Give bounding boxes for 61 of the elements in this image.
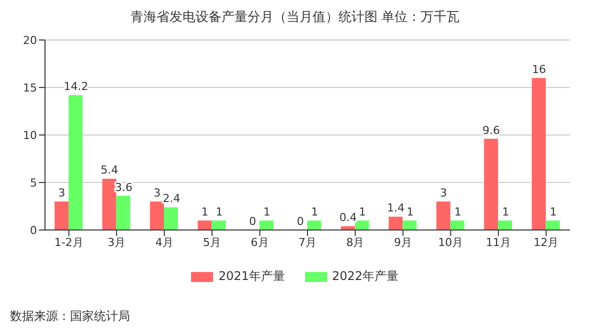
data-label: 1 xyxy=(201,206,208,218)
data-label: 1 xyxy=(358,206,366,218)
bar xyxy=(450,220,464,230)
source-note: 数据来源：国家统计局 xyxy=(10,308,130,325)
data-label: 1 xyxy=(454,206,462,218)
bar xyxy=(259,220,274,230)
data-label: 1 xyxy=(311,206,318,218)
x-tick-label: 10月 xyxy=(438,236,464,249)
data-label: 16 xyxy=(532,63,546,76)
bar xyxy=(102,178,116,230)
bar xyxy=(498,220,512,230)
data-label: 1.4 xyxy=(387,202,405,215)
bar xyxy=(340,226,355,230)
data-label: 5.4 xyxy=(100,164,118,177)
x-tick-label: 9月 xyxy=(394,236,412,249)
data-label: 1 xyxy=(263,206,270,218)
y-tick-label: 15 xyxy=(23,81,37,94)
data-label: 0 xyxy=(296,215,304,228)
y-tick-label: 10 xyxy=(23,128,37,142)
data-label: 1 xyxy=(216,206,223,218)
bar xyxy=(436,202,450,230)
x-tick-label: 3月 xyxy=(108,236,126,249)
bar xyxy=(198,220,212,230)
data-label: 0.4 xyxy=(339,211,357,224)
bar xyxy=(388,216,403,230)
bar xyxy=(354,220,369,230)
data-label: 2.4 xyxy=(162,192,180,206)
x-tick-label: 7月 xyxy=(298,236,316,249)
bar xyxy=(532,78,546,230)
data-label: 1 xyxy=(406,206,414,218)
bar xyxy=(402,220,417,230)
bar xyxy=(116,196,130,230)
bar xyxy=(68,95,83,230)
y-tick-label: 0 xyxy=(30,224,37,237)
data-label: 14.2 xyxy=(64,80,88,94)
bar xyxy=(546,220,560,230)
x-tick-label: 6月 xyxy=(250,236,269,249)
x-tick-label: 4月 xyxy=(155,236,174,249)
x-tick-label: 11月 xyxy=(486,236,511,249)
data-label: 3 xyxy=(154,186,161,200)
data-label: 1 xyxy=(502,206,510,218)
x-tick-label: 12月 xyxy=(534,236,559,249)
bar xyxy=(212,220,226,230)
legend-label: 2021年产量 xyxy=(217,268,285,285)
bar xyxy=(54,202,69,230)
legend-label: 2022年产量 xyxy=(331,268,399,285)
data-label: 3 xyxy=(58,186,66,200)
data-label: 9.6 xyxy=(482,124,500,137)
data-label: 3 xyxy=(440,186,448,200)
bar xyxy=(307,220,322,230)
bar xyxy=(164,207,178,230)
y-tick-label: 20 xyxy=(23,34,37,47)
data-label: 0 xyxy=(249,215,256,228)
bar xyxy=(150,202,164,230)
bar xyxy=(484,138,498,230)
chart-title: 青海省发电设备产量分月（当月值）统计图 单位：万千瓦 xyxy=(129,9,461,26)
x-tick-label: 8月 xyxy=(346,236,364,249)
x-tick-label: 5月 xyxy=(203,236,222,249)
x-tick-label: 1-2月 xyxy=(54,236,84,249)
data-label: 1 xyxy=(550,206,557,218)
y-tick-label: 5 xyxy=(30,176,37,190)
